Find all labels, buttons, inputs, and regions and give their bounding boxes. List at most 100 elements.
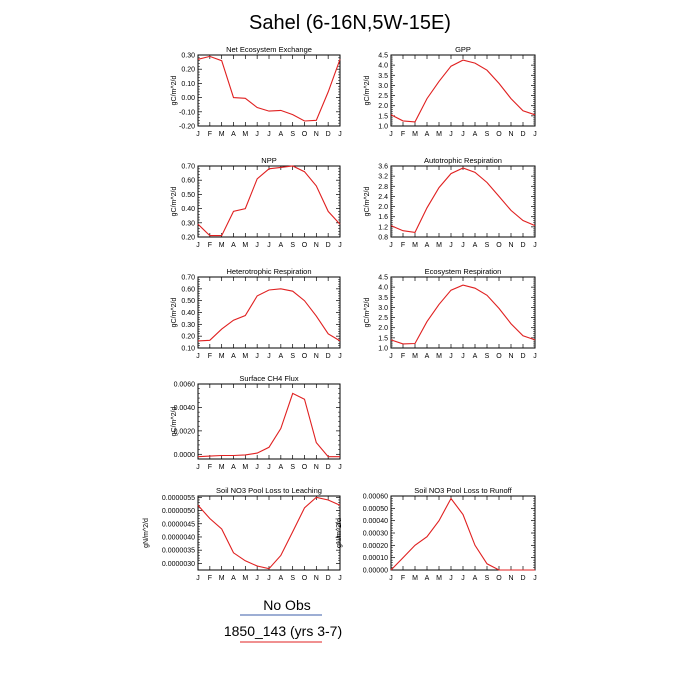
y-tick-label: 0.70 — [181, 275, 195, 282]
x-tick-label: S — [485, 353, 490, 360]
x-tick-label: J — [255, 242, 259, 249]
x-tick-label: D — [326, 242, 331, 249]
panel-title: Surface CH4 Flux — [239, 374, 298, 383]
x-tick-label: A — [231, 353, 236, 360]
x-tick-label: A — [425, 242, 430, 249]
y-axis-label: gC/m^2/d — [171, 187, 178, 217]
x-tick-label: A — [278, 464, 283, 471]
y-tick-label: 1.5 — [378, 335, 388, 342]
plot-frame — [390, 276, 536, 349]
y-tick-label: 2.5 — [378, 315, 388, 322]
plot-frame — [390, 54, 536, 127]
legend-label-no-obs: No Obs — [263, 597, 310, 613]
y-tick-label: 1.0 — [378, 346, 388, 353]
x-tick-label: J — [449, 242, 453, 249]
series-line — [197, 55, 341, 122]
x-tick-label: J — [196, 353, 200, 360]
x-tick-label: A — [425, 353, 430, 360]
x-tick-label: A — [231, 575, 236, 582]
y-tick-label: 3.6 — [378, 164, 388, 171]
x-tick-label: O — [302, 353, 308, 360]
series-line — [197, 165, 341, 237]
x-tick-label: F — [208, 575, 212, 582]
x-tick-label: J — [449, 353, 453, 360]
x-tick-label: M — [219, 131, 225, 138]
y-tick-label: 0.00010 — [363, 555, 388, 562]
y-tick-label: 0.00030 — [363, 531, 388, 538]
series-line — [197, 288, 341, 342]
plot-frame — [197, 495, 341, 571]
y-tick-label: 0.0040 — [174, 405, 196, 412]
x-tick-label: J — [255, 353, 259, 360]
x-tick-label: F — [401, 242, 405, 249]
x-tick-label: N — [508, 131, 513, 138]
y-tick-label: 0.00050 — [363, 506, 388, 513]
x-tick-label: J — [338, 575, 342, 582]
x-tick-label: A — [278, 242, 283, 249]
x-tick-label: O — [302, 575, 308, 582]
x-tick-label: J — [389, 131, 393, 138]
x-tick-label: S — [485, 131, 490, 138]
panel-title: Soil NO3 Pool Loss to Leaching — [216, 486, 322, 495]
x-tick-label: M — [219, 242, 225, 249]
x-tick-label: M — [219, 575, 225, 582]
x-tick-label: J — [389, 575, 393, 582]
x-tick-label: J — [461, 353, 465, 360]
y-tick-label: 0.0000040 — [162, 534, 195, 541]
y-tick-label: 0.50 — [181, 298, 195, 305]
y-tick-label: 0.00040 — [363, 518, 388, 525]
x-tick-label: J — [267, 242, 271, 249]
x-tick-label: M — [412, 242, 418, 249]
x-tick-label: N — [314, 242, 319, 249]
plot-frame — [390, 165, 536, 238]
y-tick-label: 2.0 — [378, 103, 388, 110]
y-axis-label: gC/m^2/d — [171, 76, 178, 106]
x-tick-label: N — [314, 464, 319, 471]
y-tick-label: 0.70 — [181, 164, 195, 171]
y-tick-label: 0.00 — [181, 95, 195, 102]
y-tick-label: -0.20 — [179, 124, 195, 131]
series-line — [390, 59, 536, 123]
x-tick-label: A — [473, 353, 478, 360]
x-tick-label: J — [461, 575, 465, 582]
panel-title: Net Ecosystem Exchange — [226, 45, 312, 54]
x-tick-label: M — [436, 353, 442, 360]
y-tick-label: 0.30 — [181, 220, 195, 227]
x-tick-label: N — [508, 353, 513, 360]
y-tick-label: 3.0 — [378, 83, 388, 90]
y-tick-label: 3.0 — [378, 305, 388, 312]
y-tick-label: 0.10 — [181, 346, 195, 353]
x-tick-label: J — [449, 131, 453, 138]
x-tick-label: D — [520, 242, 525, 249]
panel-title: Autotrophic Respiration — [424, 156, 502, 165]
x-tick-label: J — [267, 353, 271, 360]
x-tick-label: O — [496, 131, 502, 138]
x-tick-label: M — [242, 464, 248, 471]
x-tick-label: J — [255, 575, 259, 582]
x-tick-label: J — [389, 242, 393, 249]
y-axis-label: gC/m^2/d — [171, 407, 178, 437]
x-tick-label: J — [196, 242, 200, 249]
y-axis-label: gC/m^2/d — [364, 298, 371, 328]
y-tick-label: 3.5 — [378, 295, 388, 302]
x-tick-label: M — [242, 242, 248, 249]
panel-title: GPP — [455, 45, 471, 54]
x-tick-label: J — [533, 575, 537, 582]
x-tick-label: S — [290, 353, 295, 360]
x-tick-label: M — [219, 353, 225, 360]
y-tick-label: 0.0000035 — [162, 548, 195, 555]
x-tick-label: O — [302, 242, 308, 249]
x-tick-label: S — [290, 464, 295, 471]
y-tick-label: 3.2 — [378, 174, 388, 181]
y-tick-label: 2.4 — [378, 194, 388, 201]
y-tick-label: 4.5 — [378, 275, 388, 282]
y-tick-label: 0.40 — [181, 310, 195, 317]
y-axis-label: gC/m^2/d — [364, 76, 371, 106]
x-tick-label: A — [473, 131, 478, 138]
x-tick-label: N — [508, 242, 513, 249]
x-tick-label: M — [436, 575, 442, 582]
